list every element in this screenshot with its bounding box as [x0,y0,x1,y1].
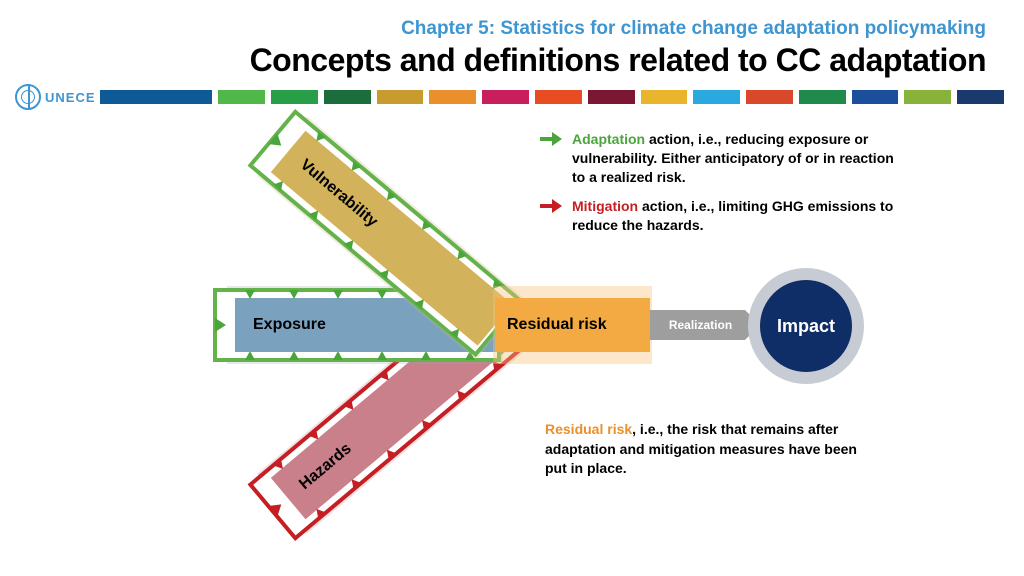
stripe-segment [429,90,476,104]
impact-label: Impact [777,316,835,337]
residual-risk-label: Residual risk [495,316,607,334]
impact-circle: Impact [760,280,852,372]
stripe-segment [957,90,1004,104]
stripe-segment [271,90,318,104]
stripe-segment [324,90,371,104]
stripe-segment [535,90,582,104]
stripe-segment [482,90,529,104]
sdg-color-stripe [100,90,1004,104]
residual-risk-box: Residual risk [495,298,650,352]
page-title: Concepts and definitions related to CC a… [250,42,986,79]
residual-risk-note: Residual risk, i.e., the risk that remai… [545,420,865,479]
stripe-segment [100,90,212,104]
stripe-segment [799,90,846,104]
stripe-segment [588,90,635,104]
mitigation-arrow-icon [540,199,564,213]
legend-mitigation: Mitigation action, i.e., limiting GHG em… [540,197,900,235]
stripe-segment [852,90,899,104]
un-globe-icon [15,84,41,110]
legend-mitigation-text: Mitigation action, i.e., limiting GHG em… [572,197,900,235]
adaptation-arrow-icon [540,132,564,146]
stripe-segment [641,90,688,104]
unece-text: UNECE [45,90,96,105]
stripe-segment [746,90,793,104]
stripe-segment [904,90,951,104]
stripe-segment [377,90,424,104]
realization-arrow: Realization [650,310,760,340]
exposure-label: Exposure [253,316,326,334]
diagram-area: HazardsExposureVulnerability Residual ri… [0,120,1024,576]
unece-logo: UNECE [15,84,96,110]
stripe-segment [218,90,265,104]
legend-adaptation: Adaptation action, i.e., reducing exposu… [540,130,900,187]
legend-adaptation-text: Adaptation action, i.e., reducing exposu… [572,130,900,187]
legend: Adaptation action, i.e., reducing exposu… [540,130,900,244]
stripe-segment [693,90,740,104]
chapter-label: Chapter 5: Statistics for climate change… [401,18,986,40]
realization-label: Realization [650,310,745,340]
